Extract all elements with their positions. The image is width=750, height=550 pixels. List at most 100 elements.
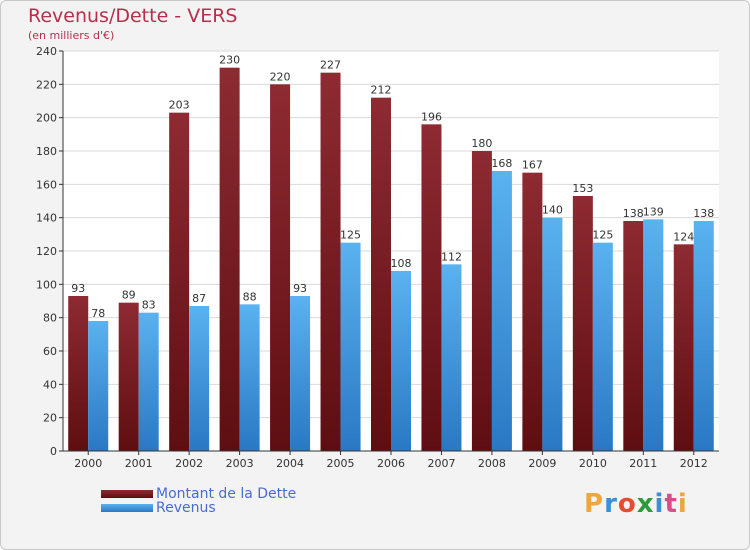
bar-label-revenus: 138 [693,207,714,220]
bar-revenus [441,264,462,451]
x-tick-label: 2005 [327,457,355,470]
y-tick-label: 220 [36,78,57,91]
logo-letter: P [584,489,605,519]
bar-label-dette: 196 [421,110,442,123]
bar-labels: 93 78 89 83 203 87 230 88 220 93 227 125 212 108 196 11… [71,54,714,320]
bar-label-revenus: 93 [293,282,307,295]
bar-label-revenus: 78 [91,307,105,320]
logo-letter: i [654,489,665,519]
bar-revenus [189,306,210,451]
x-tick-label: 2001 [125,457,153,470]
bar-revenus [138,312,159,451]
bars [68,67,714,452]
bar-revenus [391,271,411,451]
legend-item-dette: Montant de la Dette [101,487,296,501]
bar-dette [169,112,190,452]
bar-label-dette: 153 [572,182,593,195]
legend-label-dette: Montant de la Dette [156,486,297,502]
y-tick-label: 40 [43,378,57,391]
bar-dette [118,302,139,451]
x-tick-label: 2007 [427,457,455,470]
axes: 0 20 40 60 80 100 120 140 160 180 200 220 240 2000 200… [36,45,719,470]
bar-dette [270,84,291,451]
bar-dette [320,72,341,452]
bar-label-dette: 220 [270,70,291,83]
legend-swatch-dette [101,490,153,498]
bar-revenus [693,221,714,451]
bar-revenus [88,321,109,451]
logo-letter: r [604,489,618,519]
bar-dette [219,67,240,452]
legend-item-revenus: Revenus [101,501,296,515]
y-tick-label: 100 [36,278,57,291]
y-tick-label: 160 [36,178,57,191]
x-tick-label: 2006 [377,457,405,470]
logo-letter: t [664,489,678,519]
y-tick-label: 180 [36,145,57,158]
bar-label-revenus: 87 [192,292,206,305]
bar-label-revenus: 112 [441,250,462,263]
x-tick-label: 2004 [276,457,304,470]
proxiti-logo: Proxiti [584,489,688,519]
bar-dette [371,97,391,452]
bar-label-dette: 93 [71,282,85,295]
x-tick-label: 2009 [528,457,556,470]
bar-revenus [542,217,563,451]
y-tick-label: 0 [50,445,57,458]
bar-label-dette: 124 [673,230,694,243]
bar-revenus [239,304,260,451]
bar-label-dette: 180 [471,137,492,150]
x-tick-label: 2012 [680,457,708,470]
chart-title: Revenus/Dette - VERS [28,5,238,27]
y-tick-label: 20 [43,412,57,425]
bar-dette [572,196,593,451]
logo-letter: i [677,489,688,519]
logo-letter: x [636,489,655,519]
bar-dette [68,296,89,451]
bar-label-revenus: 125 [592,229,613,242]
bar-label-dette: 212 [371,84,392,97]
bar-label-dette: 167 [522,159,543,172]
x-tick-label: 2010 [579,457,607,470]
bar-revenus [290,296,311,451]
legend-swatch-revenus [101,504,153,512]
bar-dette [522,172,543,451]
bar-label-dette: 230 [219,54,240,67]
y-tick-label: 240 [36,45,57,58]
y-tick-label: 200 [36,112,57,125]
bar-label-revenus: 83 [142,299,156,312]
y-tick-label: 120 [36,245,57,258]
bar-dette [471,151,492,451]
x-tick-label: 2000 [74,457,102,470]
x-tick-label: 2002 [175,457,203,470]
bar-label-dette: 203 [169,99,190,112]
bar-revenus [491,171,512,451]
y-tick-label: 60 [43,345,57,358]
bar-label-dette: 89 [122,289,136,302]
bar-label-revenus: 139 [643,205,664,218]
bar-label-revenus: 108 [391,257,412,270]
bar-revenus [643,219,664,451]
bar-label-revenus: 168 [491,157,512,170]
y-tick-label: 80 [43,312,57,325]
legend-label-revenus: Revenus [156,500,216,516]
bar-label-revenus: 125 [340,229,361,242]
y-tick-label: 140 [36,212,57,225]
bar-dette [623,221,644,451]
bar-label-revenus: 88 [243,290,257,303]
bar-revenus [340,242,361,451]
bar-label-dette: 227 [320,59,341,72]
logo-letter: o [617,489,637,519]
bar-dette [421,124,442,451]
chart-subtitle: (en milliers d'€) [28,29,115,42]
bar-chart: 93 78 89 83 203 87 230 88 220 93 227 125 212 108 196 11… [36,45,719,470]
bar-revenus [592,242,613,451]
bar-label-revenus: 140 [542,204,563,217]
x-tick-label: 2003 [226,457,254,470]
bar-dette [673,244,694,451]
x-tick-label: 2008 [478,457,506,470]
x-tick-label: 2011 [629,457,657,470]
legend: Montant de la Dette Revenus [101,487,296,515]
bar-label-dette: 138 [623,207,644,220]
